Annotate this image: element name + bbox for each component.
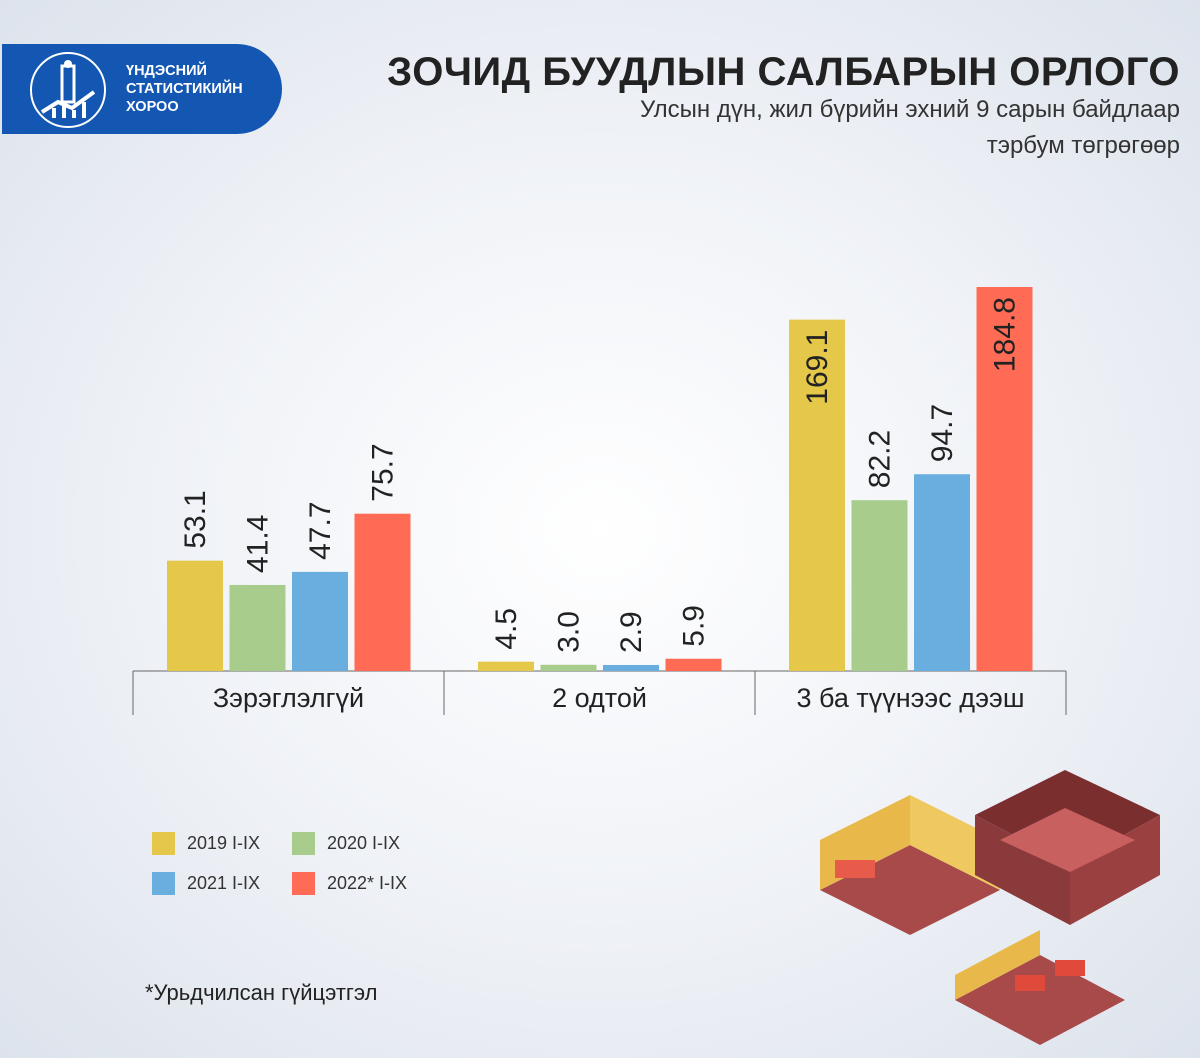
logo-text: ҮНДЭСНИЙ СТАТИСТИКИЙН ХОРОО <box>126 62 243 116</box>
hotel-illustration <box>820 770 1160 1045</box>
footnote: *Урьдчилсан гүйцэтгэл <box>145 980 378 1005</box>
bar <box>976 287 1033 671</box>
data-label: 2.9 <box>615 611 648 653</box>
data-label: 3.0 <box>553 611 586 653</box>
bar <box>540 664 597 671</box>
legend-label: 2021 I-IX <box>187 873 261 893</box>
x-tick-label: Зэрэглэлгүй <box>213 683 364 713</box>
data-label: 75.7 <box>367 443 400 501</box>
legend-item: 2019 I-IX <box>152 832 260 855</box>
bar <box>354 513 411 671</box>
logo-line: СТАТИСТИКИЙН <box>126 81 243 97</box>
bar <box>292 571 348 671</box>
bar <box>851 500 908 671</box>
legend-swatch <box>292 832 315 855</box>
data-label: 5.9 <box>678 605 711 647</box>
bar <box>229 584 286 671</box>
legend-label: 2019 I-IX <box>187 833 261 853</box>
legend-item: 2021 I-IX <box>152 872 260 895</box>
legend-swatch <box>152 872 175 895</box>
bar <box>603 664 659 671</box>
data-label: 47.7 <box>304 501 337 559</box>
legend-swatch <box>152 832 175 855</box>
data-label: 184.8 <box>989 297 1022 372</box>
bar <box>167 560 223 671</box>
chart-title: ЗОЧИД БУУДЛЫН САЛБАРЫН ОРЛОГО <box>387 50 1180 94</box>
legend-swatch <box>292 872 315 895</box>
bar <box>478 661 534 671</box>
data-label: 41.4 <box>242 515 275 573</box>
bar <box>914 474 970 671</box>
legend-item: 2020 I-IX <box>292 832 400 855</box>
logo-line: ҮНДЭСНИЙ <box>126 63 207 79</box>
x-tick-label: 2 одтой <box>552 683 647 713</box>
data-label: 169.1 <box>801 330 834 405</box>
legend-label: 2020 I-IX <box>327 833 401 853</box>
soyombo-emblem-icon <box>30 52 106 128</box>
data-label: 53.1 <box>179 490 212 548</box>
bar <box>789 319 845 671</box>
legend-label: 2022* I-IX <box>327 873 408 893</box>
chart-subtitle: Улсын дүн, жил бүрийн эхний 9 сарын байд… <box>640 96 1180 123</box>
data-label: 4.5 <box>490 608 523 650</box>
nso-logo: ҮНДЭСНИЙ СТАТИСТИКИЙН ХОРОО <box>2 44 282 134</box>
x-tick-label: 3 ба түүнээс дээш <box>797 683 1025 713</box>
bar <box>665 658 722 671</box>
chart-unit: тэрбум төгрөгөөр <box>986 132 1180 159</box>
data-label: 94.7 <box>926 404 959 462</box>
logo-line: ХОРОО <box>126 99 179 115</box>
data-label: 82.2 <box>864 430 897 488</box>
legend-item: 2022* I-IX <box>292 872 407 895</box>
